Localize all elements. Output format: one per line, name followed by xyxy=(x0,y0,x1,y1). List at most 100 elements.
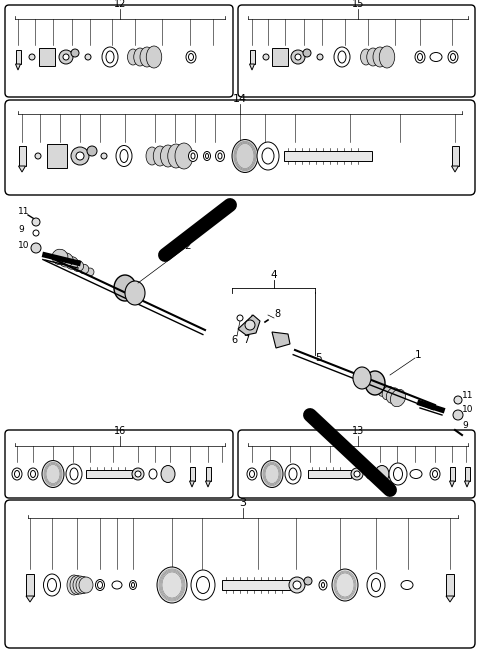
Ellipse shape xyxy=(378,385,388,396)
Circle shape xyxy=(59,50,73,64)
Bar xyxy=(39,48,55,66)
Circle shape xyxy=(135,471,141,477)
Ellipse shape xyxy=(48,578,57,592)
Ellipse shape xyxy=(247,468,257,480)
Ellipse shape xyxy=(216,151,225,161)
Circle shape xyxy=(76,152,84,160)
Ellipse shape xyxy=(146,147,158,165)
FancyBboxPatch shape xyxy=(238,5,475,97)
Circle shape xyxy=(351,468,363,480)
Ellipse shape xyxy=(367,573,385,597)
Circle shape xyxy=(101,153,107,159)
Bar xyxy=(47,144,67,168)
Ellipse shape xyxy=(285,464,301,484)
Ellipse shape xyxy=(322,582,324,588)
Ellipse shape xyxy=(97,582,103,588)
Bar xyxy=(222,580,290,590)
Ellipse shape xyxy=(401,580,413,590)
Text: 6: 6 xyxy=(231,335,237,345)
Ellipse shape xyxy=(149,469,157,479)
Circle shape xyxy=(85,54,91,60)
Circle shape xyxy=(32,218,40,226)
Ellipse shape xyxy=(52,249,68,265)
Ellipse shape xyxy=(175,143,193,169)
Ellipse shape xyxy=(382,386,394,400)
Polygon shape xyxy=(250,64,254,70)
Text: 15: 15 xyxy=(352,0,364,9)
Ellipse shape xyxy=(134,48,146,66)
Ellipse shape xyxy=(73,576,87,594)
Text: 11: 11 xyxy=(462,390,473,399)
Ellipse shape xyxy=(415,51,425,63)
Ellipse shape xyxy=(218,153,222,159)
Circle shape xyxy=(71,147,89,165)
Circle shape xyxy=(35,153,41,159)
Ellipse shape xyxy=(72,261,84,272)
Ellipse shape xyxy=(366,469,374,479)
Ellipse shape xyxy=(112,581,122,589)
Circle shape xyxy=(293,581,301,589)
Ellipse shape xyxy=(132,582,134,588)
Polygon shape xyxy=(449,481,455,487)
Ellipse shape xyxy=(289,468,297,480)
Ellipse shape xyxy=(66,257,78,269)
Text: 12: 12 xyxy=(114,0,126,9)
Ellipse shape xyxy=(44,574,60,596)
Circle shape xyxy=(304,577,312,585)
Ellipse shape xyxy=(79,577,93,593)
Ellipse shape xyxy=(191,570,215,600)
Ellipse shape xyxy=(189,151,197,161)
Ellipse shape xyxy=(66,464,82,484)
Bar xyxy=(308,470,351,478)
Ellipse shape xyxy=(106,51,114,63)
Ellipse shape xyxy=(232,139,258,172)
Polygon shape xyxy=(465,481,469,487)
Polygon shape xyxy=(452,166,458,172)
Circle shape xyxy=(303,49,311,57)
Polygon shape xyxy=(446,596,454,602)
Circle shape xyxy=(33,230,39,236)
Text: 13: 13 xyxy=(352,426,364,436)
Text: 7: 7 xyxy=(243,335,249,345)
Ellipse shape xyxy=(386,388,400,403)
Bar xyxy=(190,467,194,481)
Polygon shape xyxy=(19,166,25,172)
Ellipse shape xyxy=(394,467,403,480)
Ellipse shape xyxy=(96,580,105,590)
Polygon shape xyxy=(15,64,21,70)
Ellipse shape xyxy=(189,53,193,61)
Ellipse shape xyxy=(250,470,254,478)
Text: 9: 9 xyxy=(462,420,468,430)
Text: 4: 4 xyxy=(270,270,277,280)
Text: 16: 16 xyxy=(114,426,126,436)
Circle shape xyxy=(245,320,255,330)
Ellipse shape xyxy=(70,468,78,480)
Ellipse shape xyxy=(367,48,379,66)
Ellipse shape xyxy=(125,281,145,305)
Ellipse shape xyxy=(28,468,38,480)
Ellipse shape xyxy=(360,49,372,65)
Ellipse shape xyxy=(160,145,176,167)
Ellipse shape xyxy=(42,461,64,488)
Circle shape xyxy=(87,146,97,156)
Text: 11: 11 xyxy=(18,207,29,216)
Ellipse shape xyxy=(257,142,279,170)
Ellipse shape xyxy=(79,265,89,274)
Bar xyxy=(272,48,288,66)
Polygon shape xyxy=(272,332,290,348)
Text: 3: 3 xyxy=(240,498,247,508)
Ellipse shape xyxy=(59,253,73,267)
Bar xyxy=(250,50,254,64)
Polygon shape xyxy=(238,315,260,335)
Ellipse shape xyxy=(168,144,184,168)
Ellipse shape xyxy=(372,578,381,592)
FancyBboxPatch shape xyxy=(238,430,475,498)
Ellipse shape xyxy=(120,149,128,163)
Ellipse shape xyxy=(373,47,387,67)
Ellipse shape xyxy=(432,470,437,478)
Circle shape xyxy=(237,315,243,321)
Ellipse shape xyxy=(448,51,458,63)
Ellipse shape xyxy=(140,47,154,67)
FancyBboxPatch shape xyxy=(5,5,233,97)
Ellipse shape xyxy=(338,51,346,63)
